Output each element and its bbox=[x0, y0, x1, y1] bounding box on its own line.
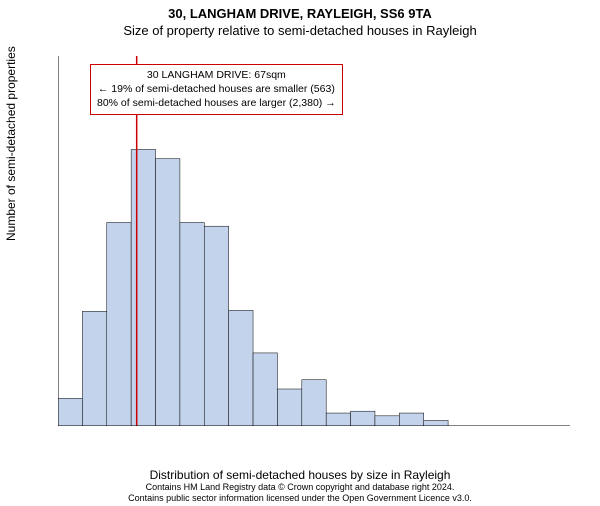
info-line-1: 30 LANGHAM DRIVE: 67sqm bbox=[97, 68, 336, 82]
histogram-bar bbox=[131, 149, 155, 426]
histogram-bar bbox=[351, 411, 375, 426]
histogram-bar bbox=[229, 310, 253, 426]
histogram-bar bbox=[107, 223, 131, 427]
histogram-bar bbox=[180, 223, 204, 427]
footer-line-2: Contains public sector information licen… bbox=[0, 493, 600, 504]
histogram-bar bbox=[156, 159, 180, 426]
histogram-bar bbox=[82, 311, 106, 426]
histogram-bar bbox=[424, 420, 448, 426]
info-line-2: ← 19% of semi-detached houses are smalle… bbox=[97, 82, 336, 96]
info-line-3: 80% of semi-detached houses are larger (… bbox=[97, 96, 336, 110]
histogram-bar bbox=[326, 413, 350, 426]
histogram-bar bbox=[277, 389, 301, 426]
footer-line-1: Contains HM Land Registry data © Crown c… bbox=[0, 482, 600, 493]
histogram-bar bbox=[375, 416, 399, 426]
histogram-bar bbox=[399, 413, 423, 426]
histogram-bar bbox=[58, 398, 82, 426]
chart-title-sub: Size of property relative to semi-detach… bbox=[0, 23, 600, 38]
histogram-bar bbox=[204, 226, 228, 426]
x-axis-label: Distribution of semi-detached houses by … bbox=[0, 468, 600, 482]
footer-attribution: Contains HM Land Registry data © Crown c… bbox=[0, 482, 600, 504]
chart-title-main: 30, LANGHAM DRIVE, RAYLEIGH, SS6 9TA bbox=[0, 6, 600, 21]
y-axis-label: Number of semi-detached properties bbox=[4, 46, 18, 241]
histogram-bar bbox=[253, 353, 277, 426]
histogram-bar bbox=[302, 380, 326, 426]
info-box: 30 LANGHAM DRIVE: 67sqm ← 19% of semi-de… bbox=[90, 64, 343, 115]
